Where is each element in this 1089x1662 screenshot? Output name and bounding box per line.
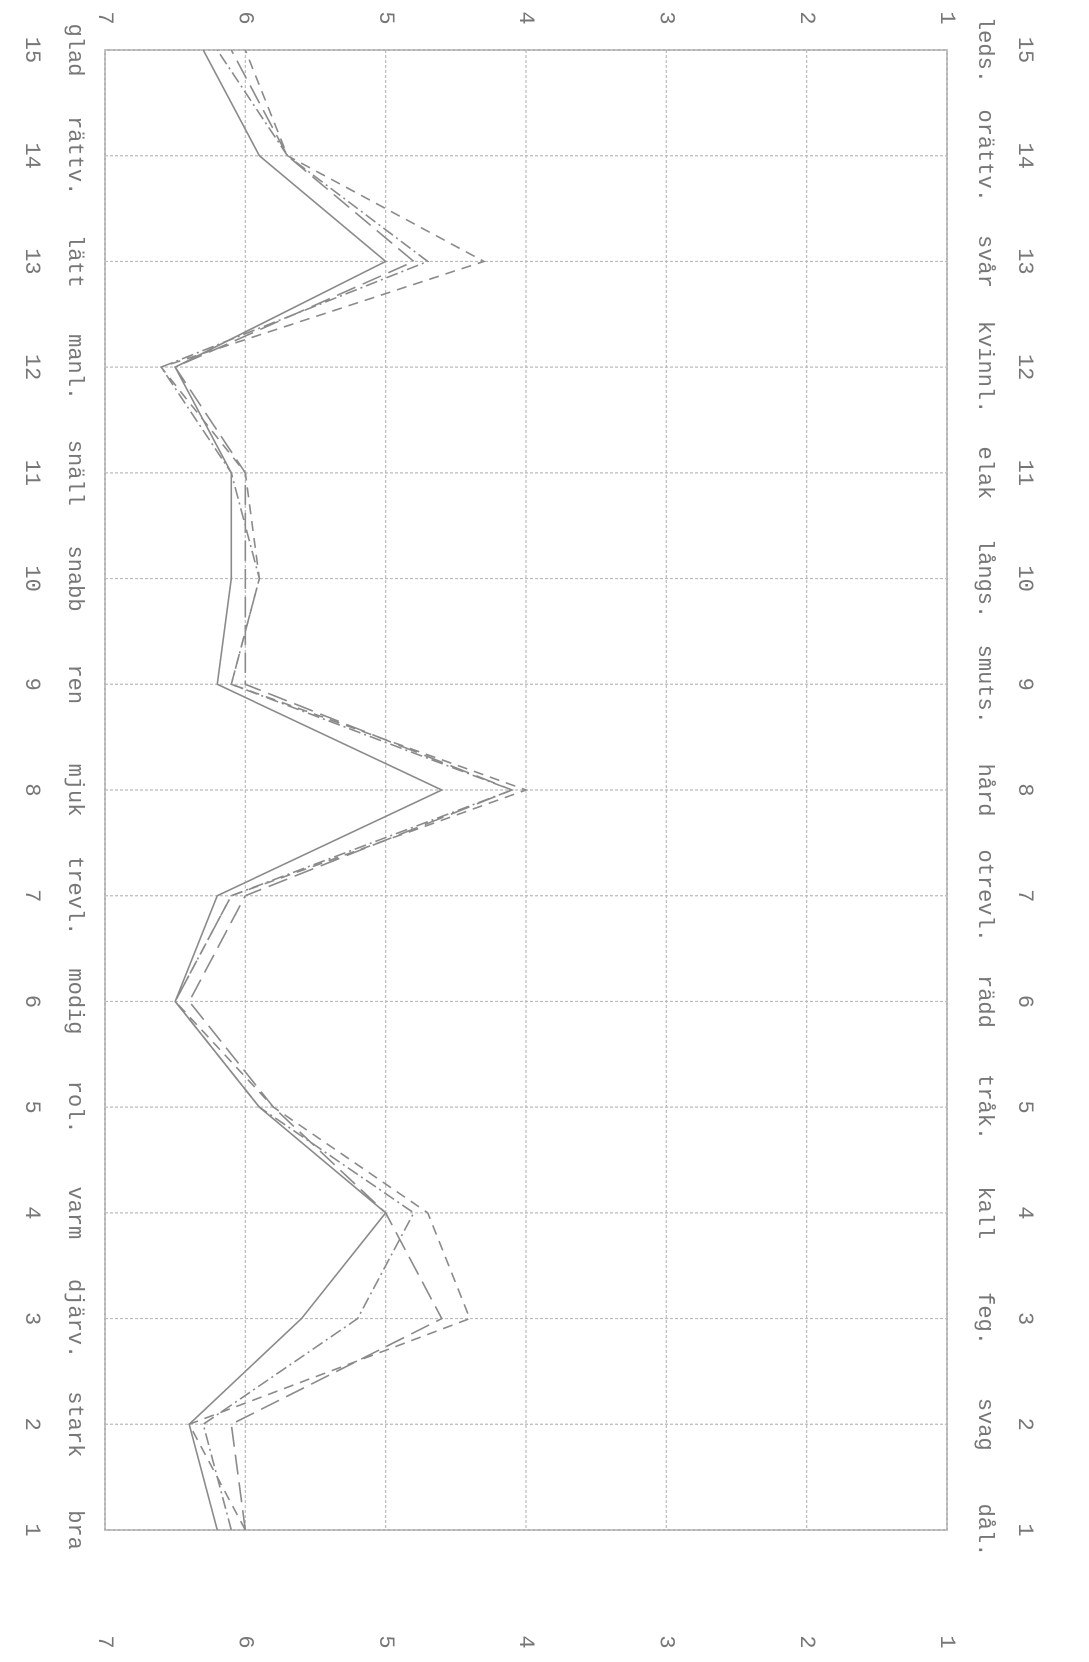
item-number: 14 [19,143,44,169]
left-label: snabb [62,546,87,612]
item-number: 10 [1012,565,1037,591]
series-line [159,49,529,1531]
left-label: lätt [62,235,87,288]
item-number: 2 [19,1418,44,1431]
item-number: 13 [1012,248,1037,274]
left-label: varm [62,1186,87,1239]
item-number: 15 [19,37,44,63]
item-number: 10 [19,565,44,591]
item-number: 12 [19,354,44,380]
right-label: rädd [972,975,997,1028]
item-number: 4 [19,1206,44,1219]
value-tick-label: 5 [373,11,398,24]
item-number: 14 [1012,143,1037,169]
item-number: 9 [1012,678,1037,691]
left-label: bra [62,1510,87,1550]
item-number: 6 [1012,995,1037,1008]
value-tick-label: 7 [92,11,117,24]
item-number: 9 [19,678,44,691]
item-number: 3 [1012,1312,1037,1325]
item-number: 7 [1012,889,1037,902]
value-tick-label: 4 [513,11,538,24]
item-number: 8 [19,783,44,796]
series-line [174,49,444,1531]
right-label: kall [972,1186,997,1239]
item-number: 12 [1012,354,1037,380]
right-label: kvinnl. [972,321,997,413]
value-tick-label: 7 [92,1635,117,1648]
item-number: 8 [1012,783,1037,796]
left-label: mjuk [62,764,87,817]
right-label: långs. [972,539,997,618]
left-label: trevl. [62,856,87,935]
right-label: smuts. [972,645,997,724]
item-number: 13 [19,248,44,274]
left-label: glad [62,24,87,77]
item-number: 5 [19,1101,44,1114]
item-number: 6 [19,995,44,1008]
value-tick-label: 3 [654,1635,679,1648]
right-label: feg. [972,1292,997,1345]
right-label: tråk. [972,1074,997,1140]
value-tick-label: 3 [654,11,679,24]
left-label: rol. [62,1081,87,1134]
value-tick-label: 2 [794,1635,819,1648]
item-number: 7 [19,889,44,902]
value-tick-label: 6 [233,1635,258,1648]
value-tick-label: 6 [233,11,258,24]
left-label: modig [62,968,87,1034]
value-tick-label: 1 [934,11,959,24]
item-number: 2 [1012,1418,1037,1431]
left-label: djärv. [62,1279,87,1358]
item-number: 11 [1012,460,1037,486]
value-tick-label: 2 [794,11,819,24]
item-number: 4 [1012,1206,1037,1219]
series-line [173,49,515,1531]
item-number: 1 [19,1523,44,1536]
item-number: 15 [1012,37,1037,63]
right-label: elak [972,446,997,499]
right-label: svag [972,1398,997,1451]
right-label: hård [972,764,997,817]
left-label: snäll [62,440,87,506]
right-label: leds. [972,17,997,83]
left-label: ren [62,664,87,704]
item-number: 11 [19,460,44,486]
right-label: dål. [972,1504,997,1557]
right-label: orättv. [972,110,997,202]
item-number: 1 [1012,1523,1037,1536]
series-line [159,49,515,1531]
item-number: 3 [19,1312,44,1325]
left-label: rättv. [62,116,87,195]
left-label: stark [62,1391,87,1457]
left-label: manl. [62,334,87,400]
value-tick-label: 1 [934,1635,959,1648]
item-number: 5 [1012,1101,1037,1114]
value-tick-label: 4 [513,1635,538,1648]
right-label: otrevl. [972,850,997,942]
value-tick-label: 5 [373,1635,398,1648]
right-label: svår [972,235,997,288]
